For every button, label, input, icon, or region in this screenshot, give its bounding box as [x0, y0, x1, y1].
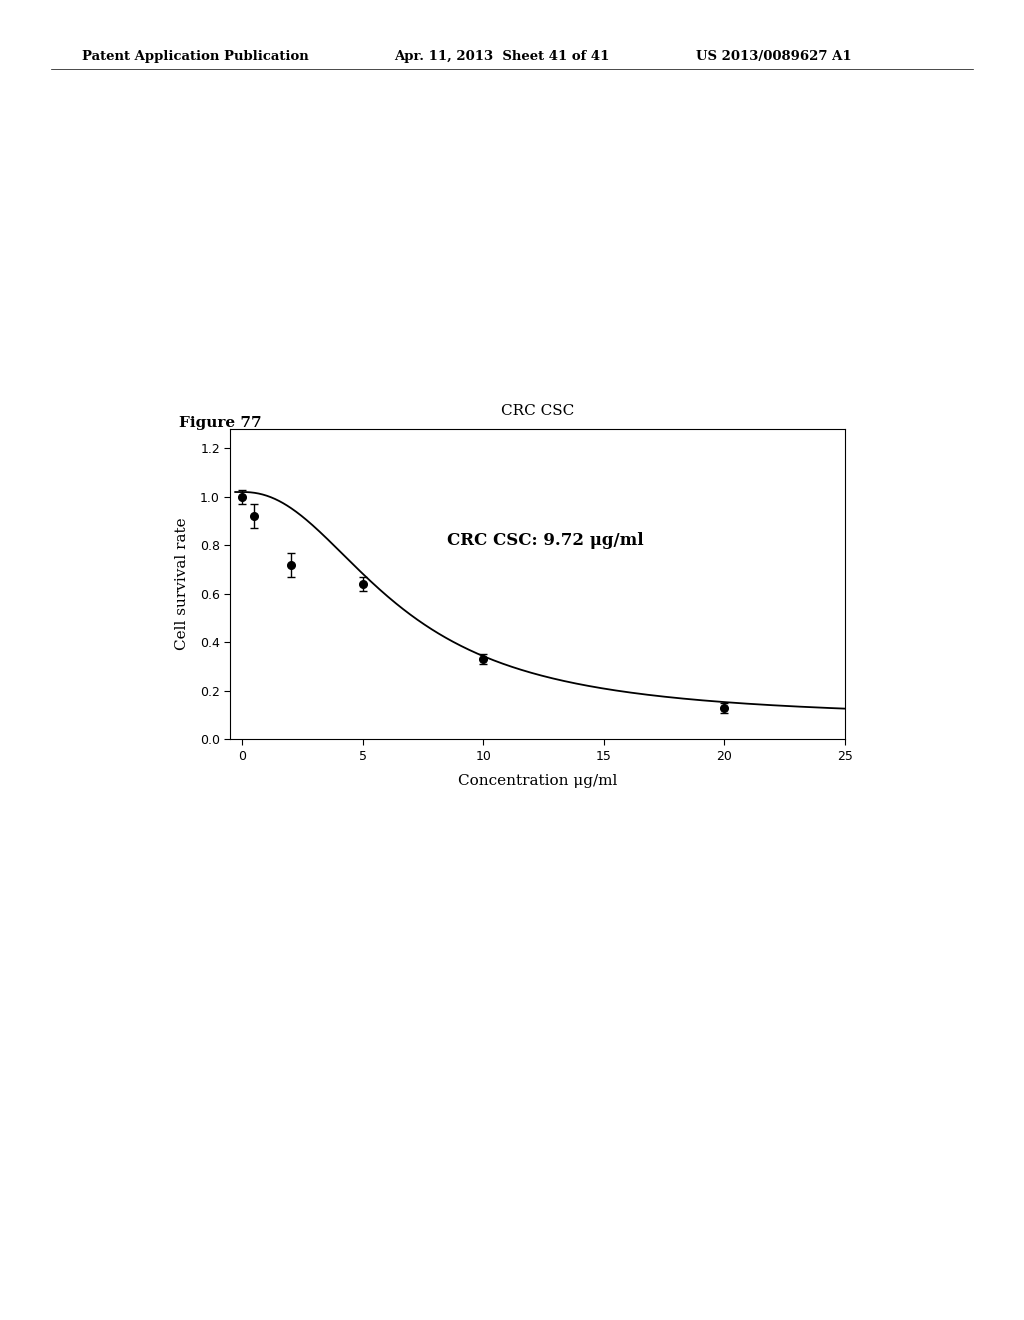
Text: CRC CSC: 9.72 μg/ml: CRC CSC: 9.72 μg/ml	[447, 532, 644, 549]
Text: Patent Application Publication: Patent Application Publication	[82, 50, 308, 63]
Text: US 2013/0089627 A1: US 2013/0089627 A1	[696, 50, 852, 63]
X-axis label: Concentration μg/ml: Concentration μg/ml	[458, 774, 617, 788]
Y-axis label: Cell survival rate: Cell survival rate	[175, 517, 188, 651]
Text: Apr. 11, 2013  Sheet 41 of 41: Apr. 11, 2013 Sheet 41 of 41	[394, 50, 609, 63]
Title: CRC CSC: CRC CSC	[501, 404, 574, 418]
Text: Figure 77: Figure 77	[179, 416, 262, 430]
